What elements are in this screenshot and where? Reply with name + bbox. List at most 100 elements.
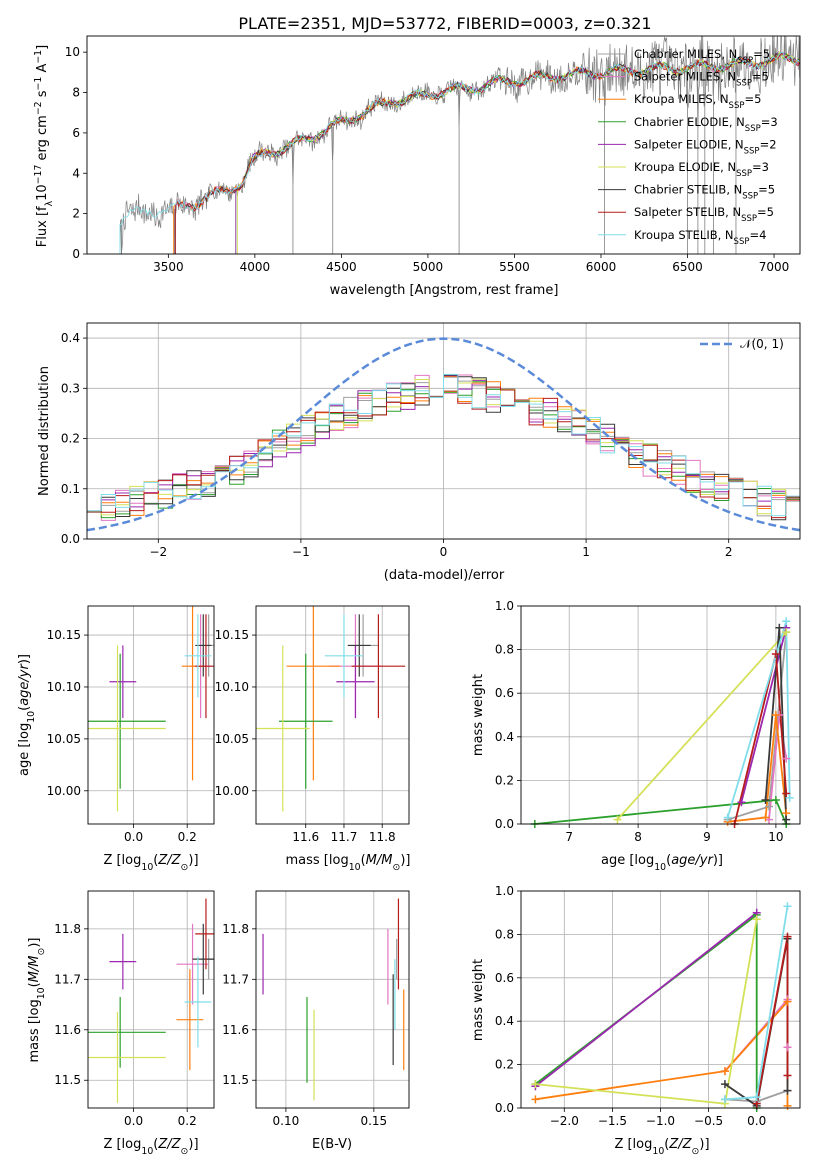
y-tick-label: 10.05 [47, 732, 81, 746]
y-axis-label: age [log10(age/yr)] [17, 654, 37, 776]
weight-vs-age-plot-area [534, 621, 791, 824]
weight-point-marker [723, 813, 732, 822]
weight-series-line [755, 936, 789, 1104]
y-tick-label: 10.00 [215, 784, 249, 798]
legend-label: 𝒩(0, 1) [740, 337, 784, 351]
weight-point-marker [782, 789, 791, 798]
residuals-axes: −2 −1 0 1 2 0.0 0.1 0.2 0.3 0.4 𝒩(0, 1) [61, 322, 801, 559]
legend-label: Kroupa STELIB, NSSP=4 [634, 228, 766, 247]
x-tick-label: 9 [703, 830, 711, 844]
legend-label: Salpeter MILES, NSSP=5 [634, 70, 769, 89]
weight-point-marker [771, 796, 780, 805]
x-tick-label: −2 [149, 545, 167, 559]
y-tick-label: 0.8 [495, 927, 514, 941]
weight-point-marker [782, 815, 791, 824]
y-tick-label: 0.4 [61, 331, 80, 345]
y-tick-label: 4 [72, 166, 80, 180]
weight-point-marker [783, 1043, 792, 1052]
weight-point-marker [783, 1101, 792, 1110]
y-tick-label: 0.1 [61, 482, 80, 496]
weight-point-marker [782, 617, 791, 626]
y-tick-label: 0.6 [495, 971, 514, 985]
legend-label: Salpeter ELODIE, NSSP=2 [634, 137, 777, 156]
y-tick-label: 10.15 [215, 628, 249, 642]
x-tick-label: 3500 [153, 260, 184, 274]
y-tick-label: 10.10 [215, 680, 249, 694]
histogram-series [87, 373, 800, 517]
x-tick-label: 7 [565, 830, 573, 844]
y-tick-label: 10 [65, 45, 80, 59]
weight-series-line [740, 627, 788, 803]
y-axis-label: mass weight [471, 674, 486, 756]
x-axis-label: wavelength [Angstrom, rest frame] [330, 283, 559, 298]
normal-reference-curve [87, 337, 800, 532]
x-tick-label: 7000 [759, 260, 790, 274]
x-axis-label: E(B-V) [312, 1137, 352, 1152]
y-tick-label: 10.05 [215, 732, 249, 746]
x-axis-label: (data-model)/error [384, 568, 505, 583]
spectrum-axes: 3500 4000 4500 5000 5500 6000 6500 7000 0 2 4 6 8 10 C… [65, 35, 801, 274]
x-tick-label: 5000 [413, 260, 444, 274]
x-tick-label: 11.6 [292, 830, 319, 844]
weight-point-marker [783, 1086, 792, 1095]
x-tick-label: 4500 [326, 260, 357, 274]
weight-point-marker [720, 1067, 729, 1076]
y-tick-label: 0 [72, 247, 80, 261]
y-tick-label: 11.6 [222, 1023, 249, 1037]
y-tick-label: 0.2 [61, 432, 80, 446]
x-tick-label: 0.15 [360, 1114, 387, 1128]
weight-point-marker [761, 796, 770, 805]
y-axis-label: Normed distribution [37, 366, 52, 496]
spectrum-legend: Chabrier MILES, NSSP=5 Salpeter MILES, NS… [598, 47, 778, 247]
weight-point-marker [783, 902, 792, 911]
x-tick-label: 0.10 [273, 1114, 300, 1128]
x-tick-label: −1.0 [646, 1114, 675, 1128]
x-tick-label: −2.0 [550, 1114, 579, 1128]
age-vs-Z-axes: 0.0 0.2 10.00 10.05 10.10 10.15 [47, 605, 215, 844]
x-tick-label: 4000 [240, 260, 271, 274]
weight-series-line [535, 999, 789, 1106]
y-tick-label: 0.0 [495, 817, 514, 831]
weight-point-marker [783, 997, 792, 1006]
y-tick-label: 1.0 [495, 599, 514, 613]
weight-point-marker [771, 711, 780, 719]
x-tick-label: 11.7 [331, 830, 358, 844]
x-tick-label: 11.8 [369, 830, 396, 844]
weight-point-marker [782, 628, 791, 637]
x-tick-label: 0.0 [124, 830, 143, 844]
weight-series-line [535, 919, 758, 1105]
x-tick-label: 0 [440, 545, 448, 559]
y-axis-label: mass [log10(M/M⊙)] [27, 938, 47, 1063]
x-tick-label: −1 [292, 545, 310, 559]
weight-vs-Z-axes: −2.0 −1.5 −1.0 −0.5 0.0 0.0 0.2 0.4 0.6 0.8 1.0 [495, 884, 801, 1128]
mass-vs-Z-plot-area [88, 898, 214, 1103]
legend-label: Chabrier ELODIE, NSSP=3 [634, 115, 778, 134]
y-tick-label: 0.6 [495, 686, 514, 700]
weight-series-line [534, 799, 788, 824]
y-tick-label: 10.10 [47, 680, 81, 694]
x-axis-label: mass [log10(M/M⊙)] [286, 853, 411, 873]
x-tick-label: 5500 [499, 260, 530, 274]
y-tick-label: 0.2 [495, 1058, 514, 1072]
x-axis-label: Z [log10(Z/Z⊙)] [614, 1137, 709, 1157]
x-tick-label: 0.2 [178, 830, 197, 844]
x-tick-label: 6000 [586, 260, 617, 274]
age-vs-mass-axes: 11.6 11.7 11.8 10.00 10.05 10.10 10.15 [215, 605, 410, 844]
weight-vs-Z-frame [520, 890, 801, 1109]
legend-label: Chabrier STELIB, NSSP=5 [634, 183, 775, 202]
mass-vs-Z-frame [87, 890, 215, 1109]
y-tick-label: 11.6 [54, 1023, 81, 1037]
weight-vs-age-axes: 7 8 9 10 0.0 0.2 0.4 0.6 0.8 1.0 [495, 599, 801, 844]
weight-point-marker [752, 915, 761, 924]
weight-point-marker [752, 1093, 761, 1102]
x-axis-label: age [log10(age/yr)] [601, 853, 723, 873]
weight-point-marker [782, 754, 791, 763]
y-tick-label: 10.00 [47, 784, 81, 798]
y-tick-label: 2 [72, 207, 80, 221]
weight-point-marker [783, 932, 792, 941]
weight-point-marker [761, 813, 770, 822]
age-vs-mass-plot-area [256, 606, 406, 812]
y-tick-label: 11.7 [222, 972, 249, 986]
weight-series-line [534, 911, 758, 1088]
